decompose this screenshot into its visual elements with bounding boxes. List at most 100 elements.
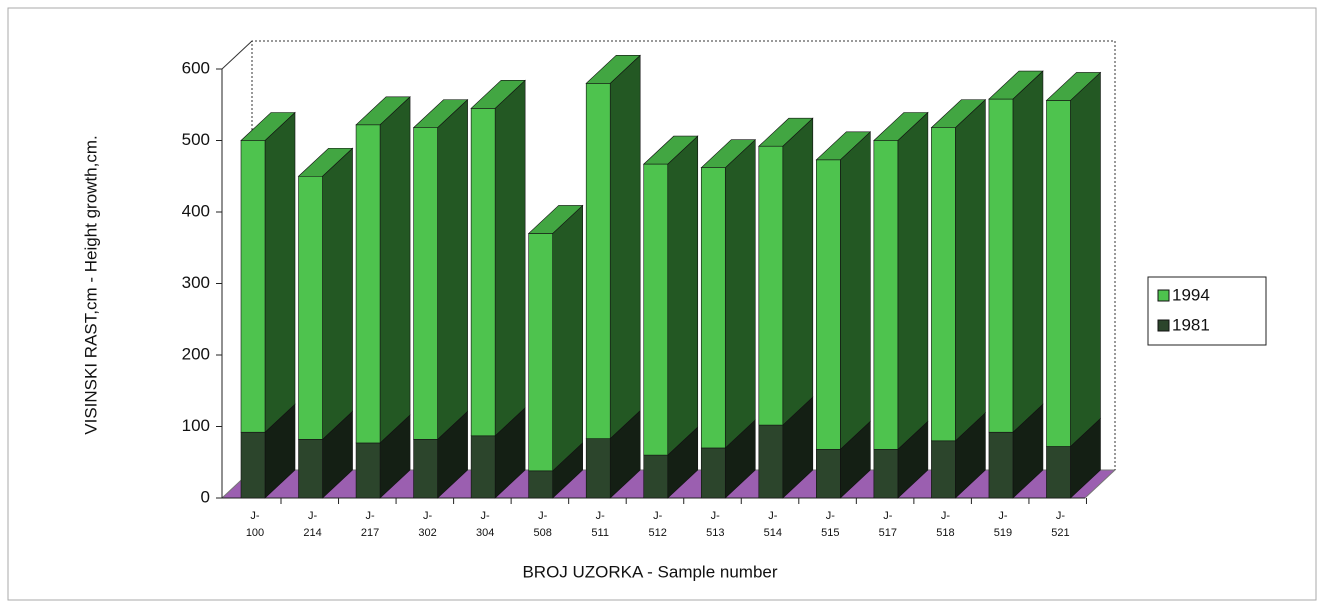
x-tick-label: J- 511 bbox=[591, 510, 609, 539]
x-tick-label: J- 214 bbox=[303, 510, 321, 539]
bar bbox=[931, 440, 956, 499]
y-tick-label: 300 bbox=[182, 273, 210, 292]
bar-side bbox=[264, 111, 296, 433]
x-tick-label-line: 100 bbox=[246, 527, 264, 539]
bar bbox=[988, 431, 1014, 499]
bar bbox=[355, 442, 381, 499]
x-tick-label-line: J- bbox=[998, 510, 1008, 522]
bar-top bbox=[1045, 72, 1102, 101]
bar-top bbox=[758, 117, 814, 147]
bar bbox=[816, 449, 841, 499]
x-tick-label: J- 513 bbox=[706, 510, 724, 539]
y-tick-label: 500 bbox=[182, 130, 210, 149]
x-tick-label-line: J- bbox=[1056, 510, 1066, 522]
bar bbox=[1046, 446, 1071, 499]
bar-side bbox=[379, 96, 411, 444]
x-tick-label-line: J- bbox=[826, 510, 836, 522]
bar bbox=[240, 140, 266, 433]
bar bbox=[355, 124, 381, 444]
x-tick-label: J- 519 bbox=[994, 510, 1012, 539]
bar-side bbox=[437, 98, 468, 441]
x-tick-label-line: 521 bbox=[1051, 527, 1069, 539]
bar bbox=[470, 435, 496, 499]
bar bbox=[700, 447, 726, 499]
x-tick-label: J- 515 bbox=[821, 510, 839, 539]
bar-side bbox=[1070, 71, 1101, 448]
bar-side bbox=[322, 147, 353, 441]
bar bbox=[528, 470, 553, 499]
y-tick-label: 600 bbox=[182, 58, 210, 77]
bar bbox=[470, 108, 496, 437]
x-tick-label-line: J- bbox=[250, 510, 260, 522]
bar bbox=[758, 424, 784, 499]
x-tick-label: J- 518 bbox=[936, 510, 954, 539]
bar-top bbox=[930, 99, 987, 128]
bar-top bbox=[355, 96, 411, 126]
bar-top bbox=[988, 70, 1044, 100]
x-tick-label: J- 512 bbox=[649, 510, 667, 539]
x-tick-label-line: 304 bbox=[476, 527, 494, 539]
x-tick-label: J- 302 bbox=[418, 510, 436, 539]
bar bbox=[528, 233, 553, 472]
back-wall bbox=[251, 40, 1116, 470]
x-tick-label-line: 517 bbox=[879, 527, 897, 539]
x-tick-label-line: 512 bbox=[649, 527, 667, 539]
bar-top bbox=[297, 147, 354, 177]
bar-top bbox=[412, 99, 469, 128]
x-tick-label-line: J- bbox=[768, 510, 778, 522]
bar bbox=[643, 454, 669, 499]
x-tick-label-line: 518 bbox=[936, 527, 954, 539]
legend-label: 1994 bbox=[1172, 285, 1210, 304]
bar-side bbox=[552, 204, 583, 472]
x-tick-label-line: 515 bbox=[821, 527, 839, 539]
x-tick-label-line: 519 bbox=[994, 527, 1012, 539]
bar bbox=[298, 175, 323, 440]
bar-top bbox=[700, 139, 757, 168]
bar-top bbox=[642, 135, 699, 165]
bar-side bbox=[840, 131, 871, 451]
x-tick-label-line: 514 bbox=[764, 527, 782, 539]
bar-side bbox=[609, 54, 641, 440]
bar bbox=[1046, 100, 1071, 447]
y-tick-label: 400 bbox=[182, 201, 210, 220]
bar bbox=[585, 83, 611, 439]
x-tick-label-line: 302 bbox=[418, 527, 436, 539]
bar-side bbox=[955, 98, 986, 442]
legend-box bbox=[1147, 276, 1267, 346]
bar-top bbox=[527, 205, 584, 234]
bar bbox=[816, 159, 841, 450]
bar-side bbox=[782, 117, 814, 426]
bar-side bbox=[897, 111, 929, 451]
legend-swatch bbox=[1157, 319, 1170, 332]
bar-top bbox=[240, 112, 296, 141]
legend-swatch bbox=[1157, 289, 1170, 302]
bar bbox=[643, 163, 669, 456]
x-tick-label-line: 511 bbox=[591, 527, 609, 539]
bar-side bbox=[494, 79, 526, 437]
y-axis-title: VISINSKI RAST,cm - Height growth,cm. bbox=[81, 135, 100, 434]
bar bbox=[988, 98, 1014, 433]
x-tick-label-line: 513 bbox=[706, 527, 724, 539]
bar-side bbox=[1012, 70, 1044, 433]
wall-edge bbox=[221, 40, 253, 70]
bar bbox=[700, 167, 726, 449]
x-tick-label-line: J- bbox=[883, 510, 893, 522]
x-tick-label: J- 521 bbox=[1051, 510, 1069, 539]
x-tick-label-line: J- bbox=[308, 510, 318, 522]
bar bbox=[873, 449, 899, 499]
x-tick-label-line: J- bbox=[423, 510, 433, 522]
bar-top bbox=[873, 112, 929, 141]
y-tick-label: 200 bbox=[182, 344, 210, 363]
legend-label: 1981 bbox=[1172, 315, 1210, 334]
bar-side bbox=[724, 138, 756, 449]
x-tick-label-line: J- bbox=[711, 510, 721, 522]
x-tick-label: J- 100 bbox=[246, 510, 264, 539]
bar bbox=[873, 140, 899, 450]
bar bbox=[413, 439, 438, 499]
y-tick-label: 0 bbox=[201, 487, 210, 506]
x-axis-title: BROJ UZORKA - Sample number bbox=[522, 562, 777, 581]
bar bbox=[298, 439, 323, 499]
x-tick-label-line: 214 bbox=[303, 527, 321, 539]
bar-top bbox=[815, 131, 872, 161]
